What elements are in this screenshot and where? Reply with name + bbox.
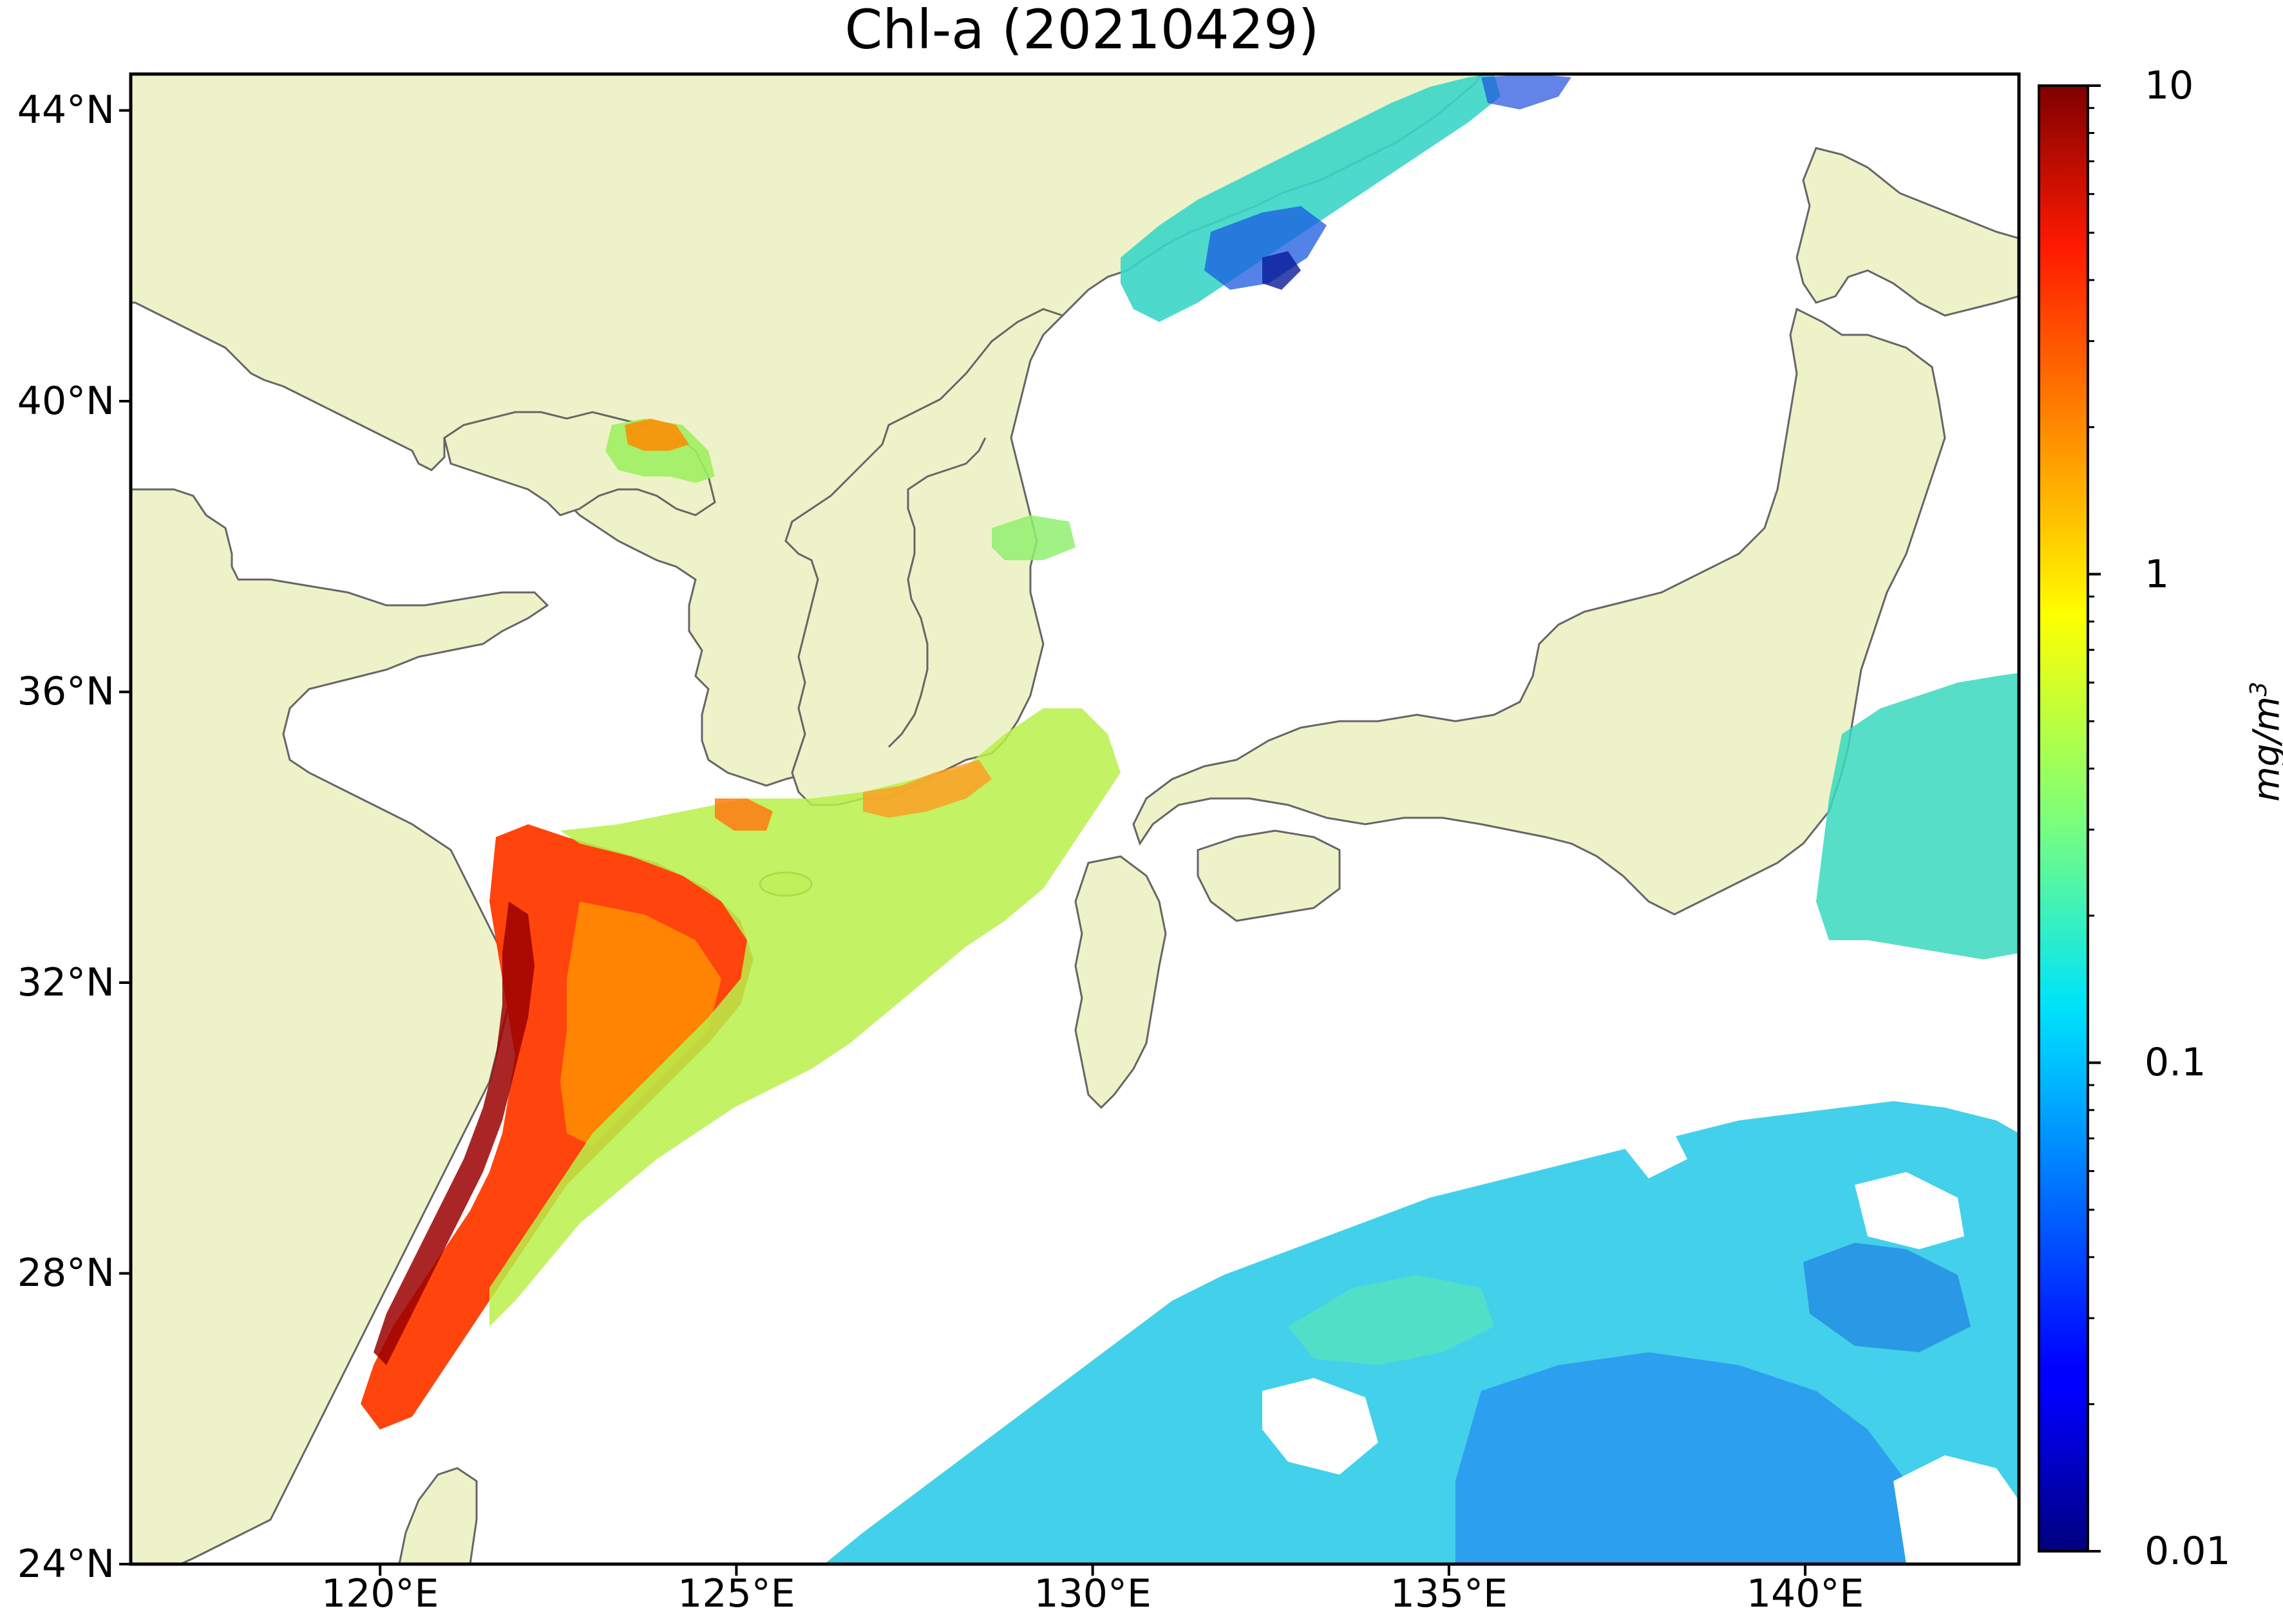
chl-patch-sea-of-japan-blue	[1204, 206, 1327, 290]
chl-patch-pacific-green	[1288, 1275, 1494, 1365]
chl-patch-yellow-green	[489, 708, 1121, 1327]
land-honshu	[1132, 307, 1946, 916]
lon-label-130: 130°E	[1034, 1571, 1151, 1616]
lat-label-32: 32°N	[17, 959, 115, 1005]
chl-data-layer	[361, 74, 2019, 1564]
chl-patch-pacific-east	[1816, 673, 2019, 959]
chl-patch-korea-south-coast	[863, 760, 992, 818]
lat-label-28: 28°N	[17, 1251, 115, 1296]
lat-label-36: 36°N	[17, 669, 115, 715]
colorbar-tick-label: 10	[2145, 63, 2194, 108]
colorbar-unit: mg/m3	[2246, 681, 2283, 802]
chl-patch-sea-of-japan-dark	[1262, 251, 1301, 290]
land-kyushu	[1074, 855, 1167, 1109]
colorbar-tick-label: 0.1	[2145, 1040, 2206, 1086]
lat-label-24: 24°N	[17, 1542, 115, 1587]
chl-patch-dark-coast	[374, 902, 535, 1365]
colorbar-tick-label: 0.01	[2145, 1529, 2231, 1574]
chl-patch-east-korea	[992, 515, 1075, 560]
colorbar-frame	[2038, 84, 2089, 1553]
chl-patch-pacific-blue	[1455, 1352, 1919, 1564]
colorbar-gradient	[2039, 86, 2088, 1551]
lon-label-120: 120°E	[321, 1571, 439, 1616]
cloud-gap-2	[1855, 1172, 1964, 1249]
chl-patch-north-blue-strip	[1481, 74, 1571, 109]
figure-title: Chl-a (20210429)	[844, 0, 1320, 61]
land-shikoku	[1197, 829, 1341, 922]
cloud-gap-3	[1893, 1455, 2019, 1564]
map-frame	[129, 72, 2021, 1566]
lon-label-140: 140°E	[1746, 1571, 1864, 1616]
lon-label-125: 125°E	[677, 1571, 795, 1616]
colorbar-tick-label: 1	[2145, 551, 2170, 597]
lon-tick-marks	[379, 1564, 1807, 1576]
land-hokkaido	[1795, 147, 2019, 317]
colorbar-ticks	[2088, 84, 2101, 1553]
land-korea	[784, 308, 1065, 806]
land-taiwan	[398, 1467, 478, 1564]
lat-label-40: 40°N	[17, 378, 115, 424]
chl-patch-korea-strait	[715, 798, 773, 831]
chl-patch-pacific-deepblue	[1803, 1243, 1971, 1352]
chl-patch-orange	[560, 902, 721, 1146]
land-east-china	[131, 488, 549, 1564]
lon-label-135: 135°E	[1390, 1571, 1508, 1616]
chl-patch-bohai-orange	[625, 419, 689, 451]
coastline-overlay	[887, 437, 987, 748]
cloud-gap-4	[1623, 1133, 1687, 1178]
lat-tick-marks	[119, 109, 131, 1565]
lat-label-44: 44°N	[17, 88, 115, 133]
cloud-gap-1	[1262, 1378, 1378, 1475]
